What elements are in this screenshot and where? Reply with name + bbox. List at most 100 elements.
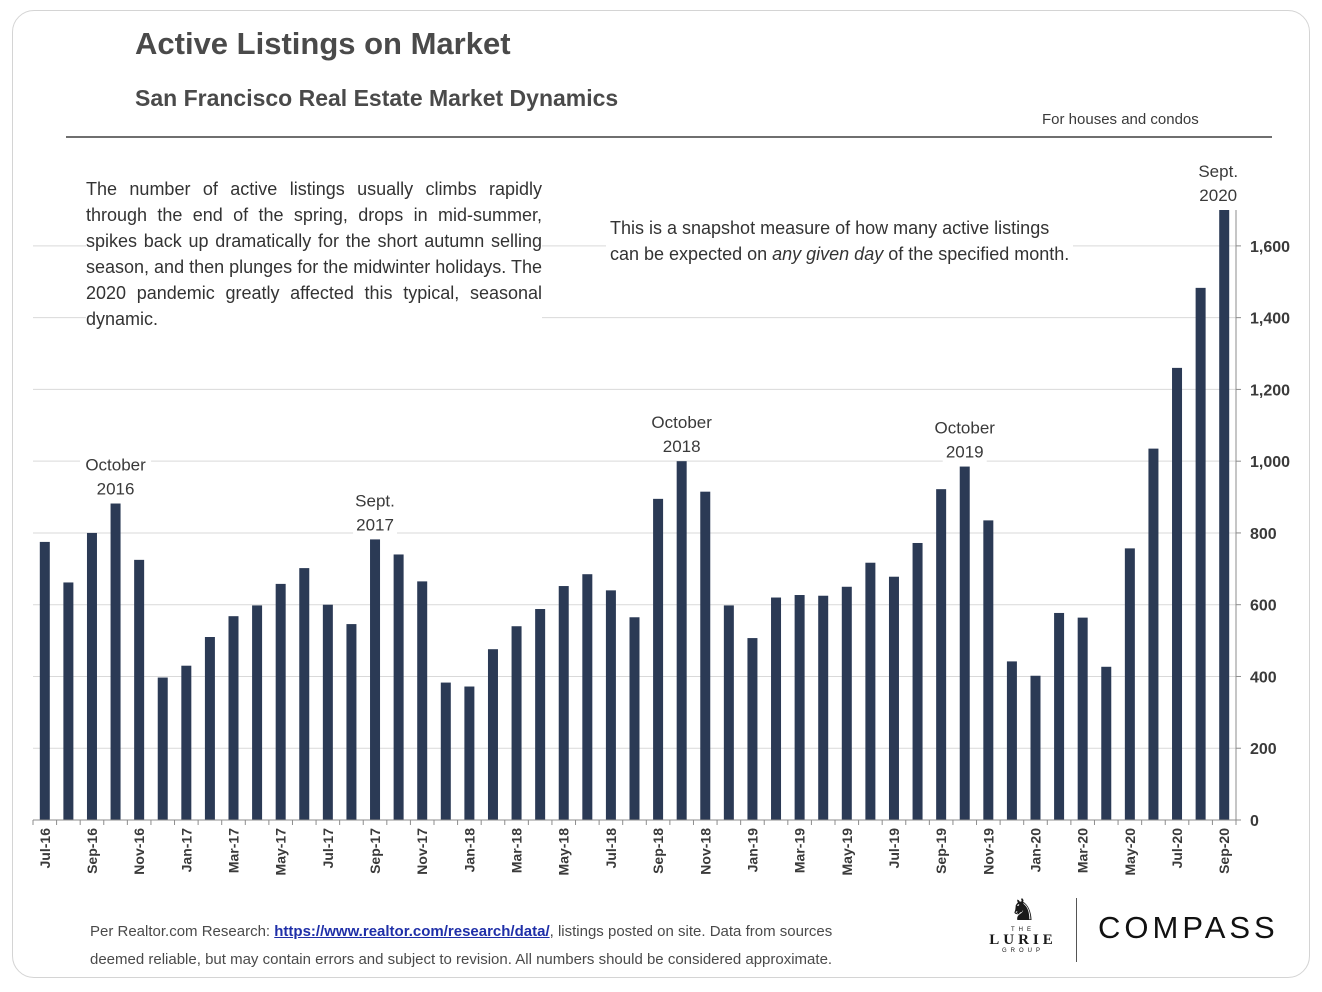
bar-jun-17	[299, 568, 310, 820]
x-tick-label: May-20	[1122, 828, 1138, 876]
x-tick-label: Nov-16	[131, 828, 147, 875]
y-tick-label: 1,200	[1250, 382, 1290, 399]
annotation-backdrop	[80, 452, 152, 477]
x-tick-label: Nov-17	[414, 828, 430, 875]
bar-apr-18	[535, 609, 546, 820]
bar-oct-19	[959, 466, 970, 820]
x-tick-label: Sep-16	[84, 828, 100, 874]
bar-jun-20	[1148, 448, 1159, 820]
snapshot-note-line1: This is a snapshot measure of how many a…	[610, 218, 1050, 238]
annotation-backdrop	[1191, 159, 1245, 183]
x-tick-label: Sep-19	[933, 828, 949, 874]
bar-nov-17	[417, 581, 428, 820]
bar-feb-20	[1054, 612, 1065, 820]
annotation-backdrop	[348, 488, 402, 513]
peak-annotation: October	[85, 456, 146, 475]
footnote-prefix: Per Realtor.com Research:	[90, 923, 275, 940]
scope-note: For houses and condos	[1042, 111, 1199, 128]
compass-logo: COMPASS	[1098, 910, 1279, 945]
bar-oct-16	[110, 503, 121, 820]
snapshot-note-italic: any given day	[772, 244, 884, 264]
bar-sep-20	[1219, 210, 1230, 820]
x-tick-label: Mar-18	[509, 828, 525, 873]
bar-apr-19	[818, 595, 829, 820]
snapshot-note-pre: can be expected on	[610, 244, 773, 264]
bar-jun-19	[865, 562, 876, 820]
bar-oct-17	[393, 554, 404, 820]
bar-may-18	[558, 586, 569, 820]
axes	[32, 210, 1237, 825]
bar-jan-17	[181, 665, 192, 820]
bar-jul-18	[605, 590, 616, 820]
bar-feb-17	[204, 637, 215, 820]
lurie-logo-the: THE	[1011, 927, 1035, 933]
bar-nov-16	[134, 559, 145, 820]
bar-jul-20	[1172, 367, 1183, 820]
bar-mar-18	[511, 626, 522, 820]
bar-aug-18	[629, 617, 640, 820]
bar-aug-16	[63, 582, 74, 820]
bar-sep-19	[936, 489, 947, 820]
x-tick-label: Jul-17	[320, 828, 336, 869]
bar-jan-18	[464, 686, 475, 820]
bar-jul-16	[39, 541, 50, 820]
peak-annotation: 2017	[356, 515, 394, 534]
lurie-logo-group: GROUP	[1001, 948, 1044, 954]
peak-annotation: October	[934, 419, 995, 438]
x-tick-labels: Jul-16 Sep-16 Nov-16 Jan-17 Mar-17 May-17 Jul-…	[37, 828, 1232, 876]
peak-annotation: 2018	[663, 437, 701, 456]
chart-subtitle: San Francisco Real Estate Market Dynamic…	[135, 85, 619, 111]
x-tick-label: Jan-17	[178, 828, 194, 873]
bar-dec-17	[440, 682, 451, 820]
y-tick-label: 800	[1250, 526, 1277, 543]
x-tick-label: Jul-20	[1169, 828, 1185, 869]
lurie-group-logo: ♞ THE LURIE GROUP	[988, 895, 1058, 965]
peak-annotation: Sept.	[1198, 162, 1238, 181]
peak-annotation: October	[651, 413, 712, 432]
y-tick-label: 400	[1250, 669, 1277, 686]
x-tick-label: Sep-18	[650, 828, 666, 874]
peak-annotation: 2020	[1199, 186, 1237, 205]
realtor-research-link[interactable]: https://www.realtor.com/research/data/	[274, 923, 550, 940]
bar-may-20	[1124, 548, 1135, 820]
chart-title: Active Listings on Market	[135, 26, 511, 61]
annotation-backdrop	[942, 439, 987, 464]
bar-nov-19	[983, 520, 994, 820]
bar-jul-17	[322, 604, 333, 820]
y-tick-label: 1,600	[1250, 239, 1290, 256]
bar-may-19	[841, 586, 852, 820]
x-tick-label: Nov-18	[697, 828, 713, 875]
x-tick-label: Jul-16	[37, 828, 53, 869]
x-tick-label: Jan-20	[1028, 828, 1044, 873]
bar-may-17	[275, 583, 286, 820]
bar-feb-18	[487, 649, 498, 820]
peak-annotation: Sept.	[355, 491, 395, 510]
y-tick-labels: 0 200 400 600 800 1,000 1,200 1,400 1,600	[1250, 239, 1290, 830]
bar-jan-20	[1030, 675, 1041, 820]
bar-jan-19	[747, 638, 758, 820]
x-tick-label: Sep-20	[1216, 828, 1232, 874]
x-tick-label: Sep-17	[367, 828, 383, 874]
bar-aug-20	[1195, 287, 1206, 820]
x-tick-label: May-19	[839, 828, 855, 876]
y-tick-label: 1,000	[1250, 454, 1290, 471]
y-tick-label: 600	[1250, 598, 1277, 615]
bar-sep-18	[653, 498, 664, 820]
bar-apr-17	[252, 605, 263, 820]
footnote-line1-suffix: , listings posted on site. Data from sou…	[549, 923, 833, 940]
snapshot-explanation-note: This is a snapshot measure of how many a…	[606, 215, 1074, 267]
x-tick-label: May-18	[556, 828, 572, 876]
bar-aug-19	[912, 542, 923, 820]
x-tick-label: Mar-17	[226, 828, 242, 873]
annotation-backdrop	[929, 415, 1001, 440]
y-tick-label: 0	[1250, 813, 1259, 830]
bar-mar-20	[1077, 617, 1088, 820]
x-tick-label: Jan-18	[461, 828, 477, 873]
y-tick-label: 1,400	[1250, 311, 1290, 328]
bar-dec-18	[723, 605, 734, 820]
peak-annotation: 2016	[97, 480, 135, 499]
annotation-backdrop	[659, 434, 704, 459]
x-tick-label: Nov-19	[980, 828, 996, 875]
bar-jun-18	[582, 574, 593, 820]
